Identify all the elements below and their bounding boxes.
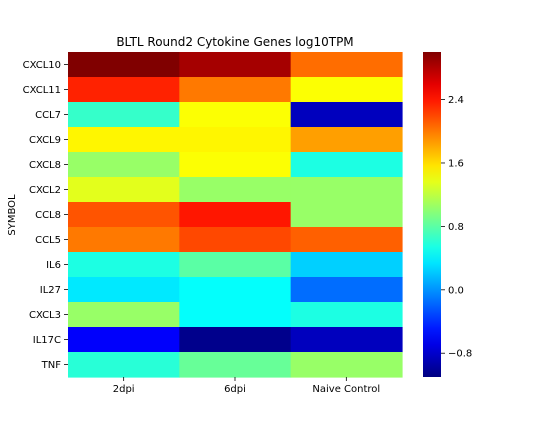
heatmap-cell (68, 77, 180, 103)
heatmap-cell (290, 227, 403, 253)
row-label: IL6 (46, 260, 61, 271)
heatmap-cell (179, 102, 292, 128)
heatmap-cell (179, 252, 292, 278)
column-labels: 2dpi 6dpi Naive Control (113, 377, 380, 395)
row-label: CXCL3 (29, 310, 61, 321)
heatmap-cell (179, 127, 292, 153)
heatmap-cell (68, 302, 180, 328)
row-label: CXCL10 (23, 60, 61, 71)
row-label: CCL8 (35, 210, 61, 221)
row-labels: CXCL10 CXCL11 CCL7 CXCL9 CXCL8 CXCL2 CCL8 CCL5 I… (23, 60, 68, 371)
heatmap-cell (179, 327, 292, 353)
heatmap-cell (179, 277, 292, 303)
heatmap-cell (290, 177, 403, 203)
heatmap-cell (179, 227, 292, 253)
heatmap-cell (290, 302, 403, 328)
heatmap-cell (68, 352, 180, 378)
heatmap-cell (179, 152, 292, 178)
column-label: Naive Control (312, 384, 380, 395)
heatmap-cell (179, 352, 292, 378)
heatmap-cell (290, 277, 403, 303)
heatmap-cell (68, 177, 180, 203)
row-label: IL17C (33, 335, 61, 346)
heatmap-cell (68, 277, 180, 303)
column-label: 6dpi (224, 384, 246, 395)
heatmap-cell (290, 352, 403, 378)
row-label: CXCL8 (29, 160, 61, 171)
heatmap-cell (68, 102, 180, 128)
heatmap-cell (179, 202, 292, 228)
row-label: TNF (41, 360, 62, 371)
heatmap-cell (179, 177, 292, 203)
row-label: CXCL2 (29, 185, 61, 196)
heatmap-cell (290, 202, 403, 228)
colorbar-gradient (423, 52, 441, 377)
heatmap-cell (179, 77, 292, 103)
colorbar-tick-label: 2.4 (448, 95, 464, 106)
row-label: IL27 (40, 285, 61, 296)
column-label: 2dpi (113, 384, 135, 395)
y-axis-label: SYMBOL (7, 194, 18, 236)
colorbar-tick-label: 0.8 (448, 222, 464, 233)
row-label: CXCL11 (23, 85, 61, 96)
heatmap-cell (290, 77, 403, 103)
heatmap-cell (179, 52, 292, 78)
row-label: CXCL9 (29, 135, 61, 146)
heatmap-cell (68, 202, 180, 228)
heatmap-cell (68, 227, 180, 253)
heatmap-cells (68, 52, 403, 378)
colorbar-tick-label: 1.6 (448, 158, 464, 169)
heatmap-cell (290, 127, 403, 153)
heatmap-cell (68, 252, 180, 278)
heatmap-cell (290, 52, 403, 78)
heatmap-cell (68, 152, 180, 178)
colorbar: 2.4 1.6 0.8 0.0 −0.8 (423, 52, 472, 377)
heatmap-cell (179, 302, 292, 328)
heatmap-cell (290, 252, 403, 278)
colorbar-tick-label: −0.8 (448, 349, 472, 360)
heatmap-cell (290, 102, 403, 128)
heatmap-cell (68, 327, 180, 353)
colorbar-tick-label: 0.0 (448, 285, 464, 296)
heatmap-cell (290, 152, 403, 178)
heatmap-cell (68, 127, 180, 153)
chart-title: BLTL Round2 Cytokine Genes log10TPM (116, 35, 353, 49)
heatmap-cell (68, 52, 180, 78)
heatmap-cell (290, 327, 403, 353)
row-label: CCL5 (35, 235, 61, 246)
row-label: CCL7 (35, 110, 61, 121)
